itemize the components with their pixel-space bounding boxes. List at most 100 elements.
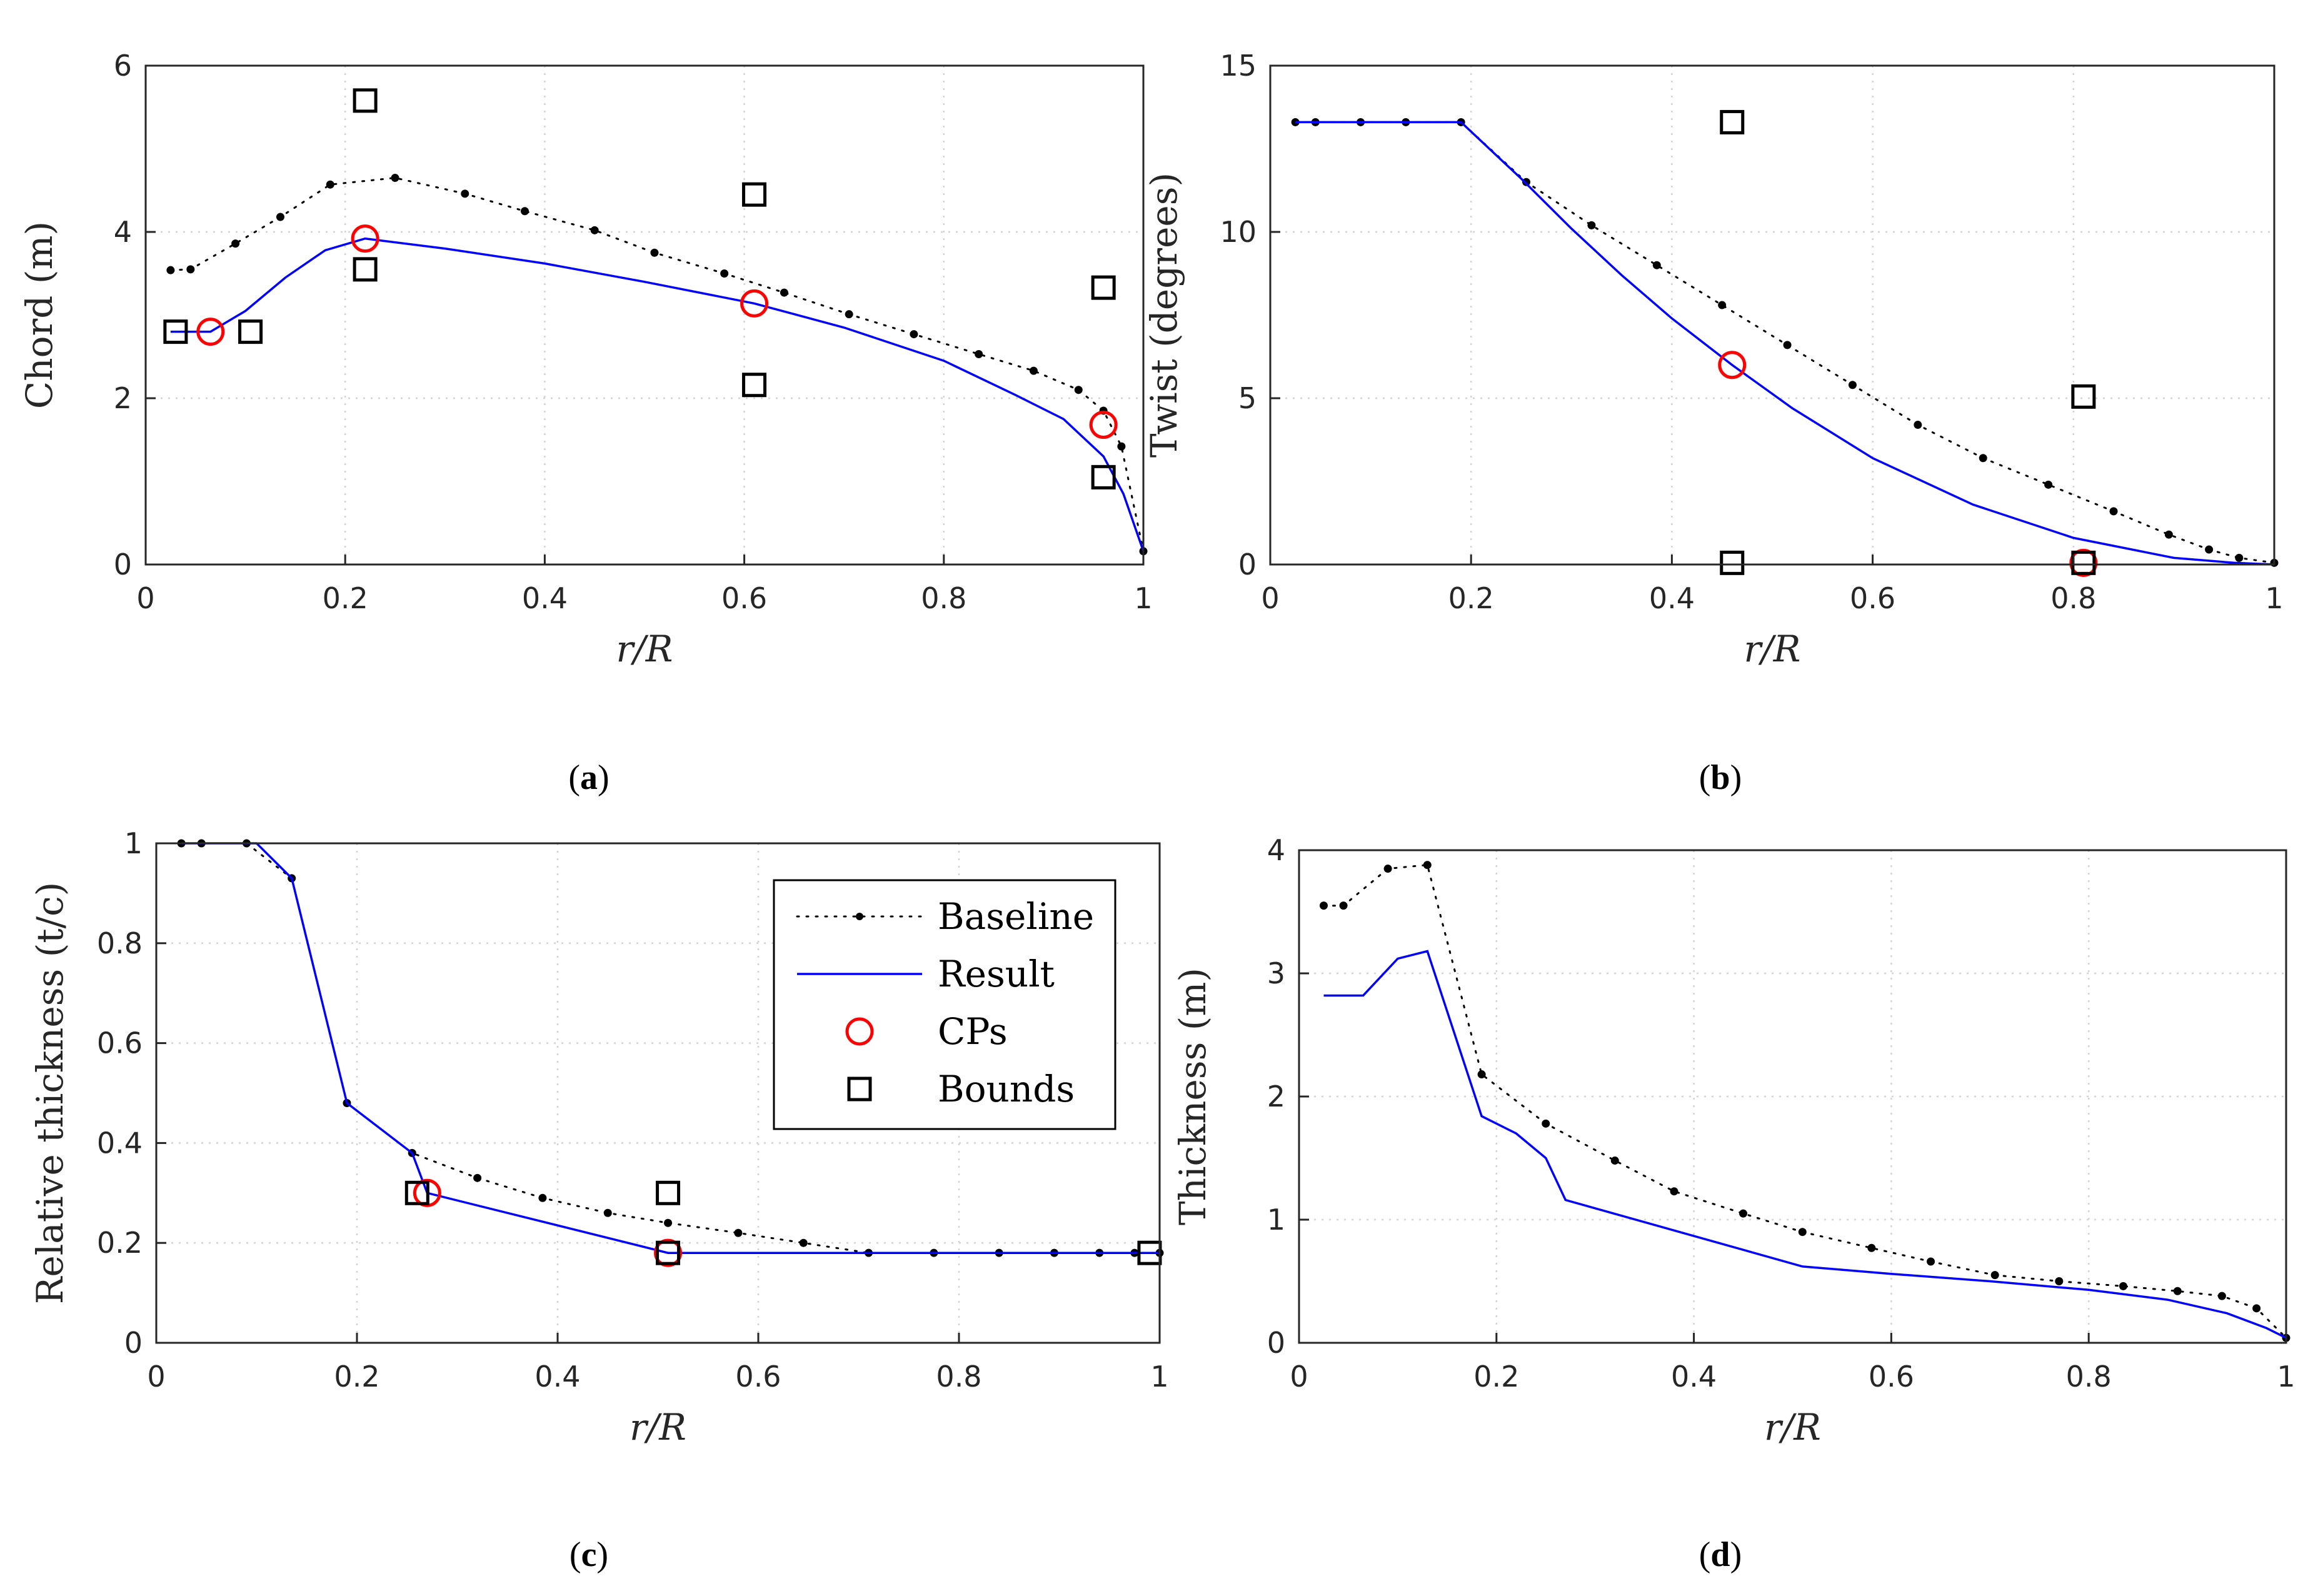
panel-b-baseline-point xyxy=(1914,421,1922,429)
panel-d-xlabel: r/R xyxy=(1764,1406,1821,1448)
panel-d-xtick-label: 0 xyxy=(1290,1360,1308,1393)
panel-c-ylabel: Relative thickness (t/c) xyxy=(29,882,71,1305)
panel-d-xtick-label: 1 xyxy=(2277,1360,2295,1393)
panel-a-cp-point xyxy=(351,224,379,253)
panel-d-baseline-point xyxy=(1927,1257,1935,1266)
panel-d-baseline-point xyxy=(1990,1271,1999,1280)
panel-a-bound-point xyxy=(1091,464,1116,489)
panel-b-baseline-point xyxy=(2235,553,2244,562)
panel-d-baseline-point xyxy=(1423,861,1432,870)
panel-c-xtick-label: 1 xyxy=(1150,1360,1168,1393)
panel-a-baseline-line xyxy=(169,176,1145,553)
panel-d-ytick-label: 2 xyxy=(1267,1080,1285,1113)
panel-d-baseline-point xyxy=(2055,1277,2064,1285)
panel-a-cp-point xyxy=(740,289,769,318)
panel-c-ytick-label: 1 xyxy=(124,826,143,860)
panel-b-cp-point xyxy=(1718,351,1747,379)
panel-a-frame xyxy=(144,64,1145,566)
panel-c-xtick-label: 0.4 xyxy=(534,1360,580,1393)
panel-b-xtick-label: 0.8 xyxy=(2050,581,2096,615)
legend-label-cps: CPs xyxy=(938,1010,1008,1053)
panel-b-ytick-label: 5 xyxy=(1238,381,1257,415)
panel-d-ytick-label: 4 xyxy=(1267,833,1285,867)
panel-c-baseline-point xyxy=(664,1218,673,1227)
panel-d-baseline-point xyxy=(2252,1304,2261,1313)
legend-label-baseline: Baseline xyxy=(938,895,1094,938)
panel-b-xtick-label: 0 xyxy=(1261,581,1279,615)
panel-a-xtick-label: 0.2 xyxy=(323,581,368,615)
panel-a-baseline-point xyxy=(186,265,195,274)
panel-d-baseline-point xyxy=(1739,1209,1748,1218)
panel-b-ylabel: Twist (degrees) xyxy=(1143,173,1185,458)
legend-entry-result: Result xyxy=(797,953,1055,995)
panel-b-baseline-point xyxy=(2205,545,2214,554)
legend-label-bounds: Bounds xyxy=(938,1068,1075,1110)
panel-a-baseline-point xyxy=(231,239,240,248)
panel-a-bound-point xyxy=(353,88,378,113)
panel-c-xtick-label: 0.6 xyxy=(735,1360,781,1393)
panel-b-xlabel: r/R xyxy=(1744,628,1801,670)
legend-entry-baseline: Baseline xyxy=(796,895,1094,938)
panel-a-xtick-label: 0 xyxy=(136,581,154,615)
panel-d-baseline-point xyxy=(1339,901,1348,910)
panel-a-baseline-point xyxy=(975,350,983,359)
panel-b-caption: (b) xyxy=(1699,758,1742,797)
panel-a-cp-point xyxy=(196,318,225,346)
panel-d-baseline-point xyxy=(1542,1119,1550,1128)
panel-a-baseline-point xyxy=(326,180,334,189)
panel-c-bound-point xyxy=(656,1240,681,1265)
panel-d-baseline-point xyxy=(2173,1287,2182,1295)
panel-a-bound-point xyxy=(353,257,378,282)
panel-a-bound-point xyxy=(742,373,767,398)
legend-entry-cps: CPs xyxy=(845,1010,1008,1053)
panel-c-xtick-label: 0.2 xyxy=(334,1360,379,1393)
panel-b-result-line xyxy=(1295,121,2275,566)
panel-b-baseline-point xyxy=(1848,381,1857,389)
panel-a-baseline-point xyxy=(520,207,529,216)
panel-b-xtick-label: 1 xyxy=(2265,581,2283,615)
legend-label-result: Result xyxy=(938,953,1055,995)
panel-b-baseline-point xyxy=(1522,178,1531,186)
panel-a-bound-point xyxy=(238,319,263,344)
panel-d-xtick-label: 0.6 xyxy=(1869,1360,1914,1393)
panel-d-xtick-label: 0.4 xyxy=(1671,1360,1717,1393)
panel-d-ytick-label: 3 xyxy=(1267,956,1285,990)
panel-a-ytick-label: 2 xyxy=(114,381,132,415)
panel-c-bound-point xyxy=(656,1180,681,1205)
panel-a-ytick-label: 6 xyxy=(114,49,132,83)
panel-b-ytick-label: 0 xyxy=(1238,548,1257,581)
panel-c-xtick-label: 0.8 xyxy=(936,1360,981,1393)
panel-b-baseline-point xyxy=(2109,507,2118,516)
panel-a-baseline-point xyxy=(1029,366,1038,375)
panel-b-baseline-point xyxy=(1652,261,1661,269)
legend-entry-bounds: Bounds xyxy=(847,1068,1075,1110)
panel-a-baseline-point xyxy=(391,174,399,183)
panel-c-ytick-label: 0.2 xyxy=(97,1226,143,1260)
panel-a-bound-point xyxy=(742,182,767,207)
panel-a-result-line xyxy=(170,237,1145,552)
panel-c-frame xyxy=(155,842,1161,1344)
panel-a-ylabel: Chord (m) xyxy=(18,221,61,409)
panel-c-bound-point xyxy=(404,1180,429,1205)
panel-a-xlabel: r/R xyxy=(616,628,673,670)
panel-a-xtick-label: 0.4 xyxy=(522,581,568,615)
panel-b-baseline-point xyxy=(2044,480,2053,489)
panel-d-baseline-point xyxy=(1867,1243,1876,1252)
panel-a-baseline-point xyxy=(780,288,788,297)
legend-box xyxy=(773,879,1116,1130)
panel-a-xtick-label: 0.6 xyxy=(721,581,767,615)
panel-c-baseline-point xyxy=(538,1193,547,1202)
panel-d-ytick-label: 1 xyxy=(1267,1203,1285,1237)
panel-c-caption: (c) xyxy=(569,1535,608,1574)
panel-a-baseline-point xyxy=(1074,386,1083,394)
panel-d-thickness: 0 0.2 0.4 0.6 0.8 1 0 1 2 3 4 r/R Thickness (m) (d… xyxy=(1172,833,2295,1574)
panel-c-result-line xyxy=(181,842,1160,1254)
panel-a-bound-point xyxy=(163,319,188,344)
panel-a-baseline-point xyxy=(276,213,284,221)
panel-d-baseline-point xyxy=(1798,1228,1807,1237)
panel-d-ytick-label: 0 xyxy=(1267,1326,1285,1360)
panel-b-bound-point xyxy=(2071,384,2096,409)
panel-d-ylabel: Thickness (m) xyxy=(1172,968,1214,1225)
panel-c-baseline-point xyxy=(603,1208,612,1217)
